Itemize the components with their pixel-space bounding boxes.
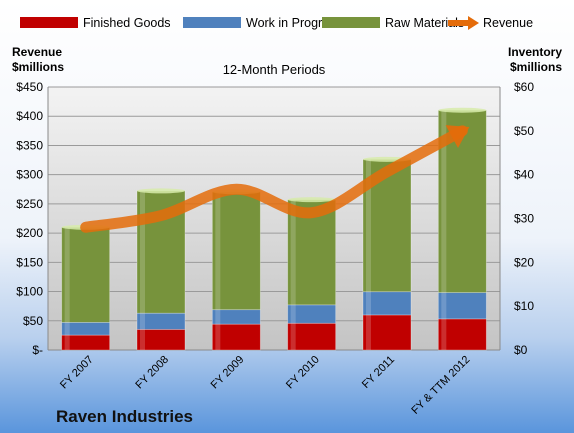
right-tick-label-20: $20 xyxy=(514,255,534,269)
bar-top-3 xyxy=(287,197,336,203)
right-axis-ticks: $0 $10 $20 $30 $40 $50 $60 xyxy=(514,80,534,357)
bar-highlight-raw-materials-0 xyxy=(64,227,70,323)
right-tick-label-0: $0 xyxy=(514,343,528,357)
right-tick-label-30: $30 xyxy=(514,212,534,226)
left-axis-label-line1: Revenue xyxy=(12,45,62,59)
bar-highlight-work-in-progress-0 xyxy=(64,322,70,336)
legend-label-work-in-progress: Work in Progress xyxy=(246,16,342,30)
bar-highlight-raw-materials-4 xyxy=(366,159,371,292)
bar-highlight-raw-materials-1 xyxy=(140,190,145,314)
revenue-arrowhead xyxy=(445,125,470,148)
bar-top-1 xyxy=(137,188,185,194)
legend-swatch-work-in-progress xyxy=(183,17,241,28)
right-tick-label-50: $50 xyxy=(514,124,534,138)
bar-highlight-finished-goods-2 xyxy=(215,324,221,350)
right-tick-label-60: $60 xyxy=(514,80,534,94)
bar-raw-materials-0 xyxy=(61,226,111,323)
left-tick-label-0: $- xyxy=(32,343,43,357)
bar-finished-goods-3 xyxy=(287,322,337,351)
legend-label-finished-goods: Finished Goods xyxy=(83,16,171,30)
legend-arrowhead-revenue xyxy=(468,16,479,30)
company-name: Raven Industries xyxy=(56,407,193,426)
bar-highlight-finished-goods-0 xyxy=(64,335,70,350)
left-tick-label-350: $350 xyxy=(16,138,43,152)
chart-subtitle: 12-Month Periods xyxy=(223,62,326,77)
left-tick-label-150: $150 xyxy=(16,255,43,269)
bar-finished-goods-4 xyxy=(362,314,412,351)
left-tick-label-400: $400 xyxy=(16,109,43,123)
left-axis-ticks: $- $50 $100 $150 $200 $250 $300 $350 $400 $450 xyxy=(16,80,43,357)
bar-highlight-work-in-progress-5 xyxy=(441,292,447,319)
legend: Finished Goods Work in Progress Raw Materi… xyxy=(20,16,533,30)
left-tick-label-250: $250 xyxy=(16,197,43,211)
legend-swatch-raw-materials xyxy=(322,17,380,28)
left-axis-label-line2: $millions xyxy=(12,60,64,74)
bar-highlight-raw-materials-3 xyxy=(290,199,296,305)
bar-highlight-work-in-progress-2 xyxy=(215,309,221,325)
left-tick-label-50: $50 xyxy=(23,314,43,328)
right-axis-label-line1: Inventory xyxy=(508,45,562,59)
bar-finished-goods-5 xyxy=(437,318,487,351)
legend-label-revenue: Revenue xyxy=(483,16,533,30)
bar-finished-goods-2 xyxy=(211,323,261,351)
left-tick-label-100: $100 xyxy=(16,285,43,299)
bar-finished-goods-1 xyxy=(136,328,186,351)
right-tick-label-40: $40 xyxy=(514,168,534,182)
legend-label-raw-materials: Raw Materials xyxy=(385,16,464,30)
bar-raw-materials-2 xyxy=(211,191,261,311)
bar-highlight-work-in-progress-1 xyxy=(140,313,145,330)
left-tick-label-200: $200 xyxy=(16,226,43,240)
bar-highlight-work-in-progress-3 xyxy=(290,304,296,324)
bar-highlight-finished-goods-3 xyxy=(290,323,296,350)
bar-highlight-finished-goods-5 xyxy=(441,318,447,350)
right-tick-label-10: $10 xyxy=(514,299,534,313)
legend-swatch-finished-goods xyxy=(20,17,78,28)
left-tick-label-450: $450 xyxy=(16,80,43,94)
bar-highlight-raw-materials-2 xyxy=(215,191,221,310)
bar-highlight-work-in-progress-4 xyxy=(366,291,371,315)
left-tick-label-300: $300 xyxy=(16,168,43,182)
bar-top-5 xyxy=(438,107,487,113)
bar-highlight-finished-goods-4 xyxy=(366,314,371,350)
right-axis-label-line2: $millions xyxy=(510,60,562,74)
bar-highlight-raw-materials-5 xyxy=(441,110,447,293)
revenue-line-layer xyxy=(80,125,470,233)
revenue-line xyxy=(80,125,468,233)
bar-highlight-finished-goods-1 xyxy=(140,329,145,350)
